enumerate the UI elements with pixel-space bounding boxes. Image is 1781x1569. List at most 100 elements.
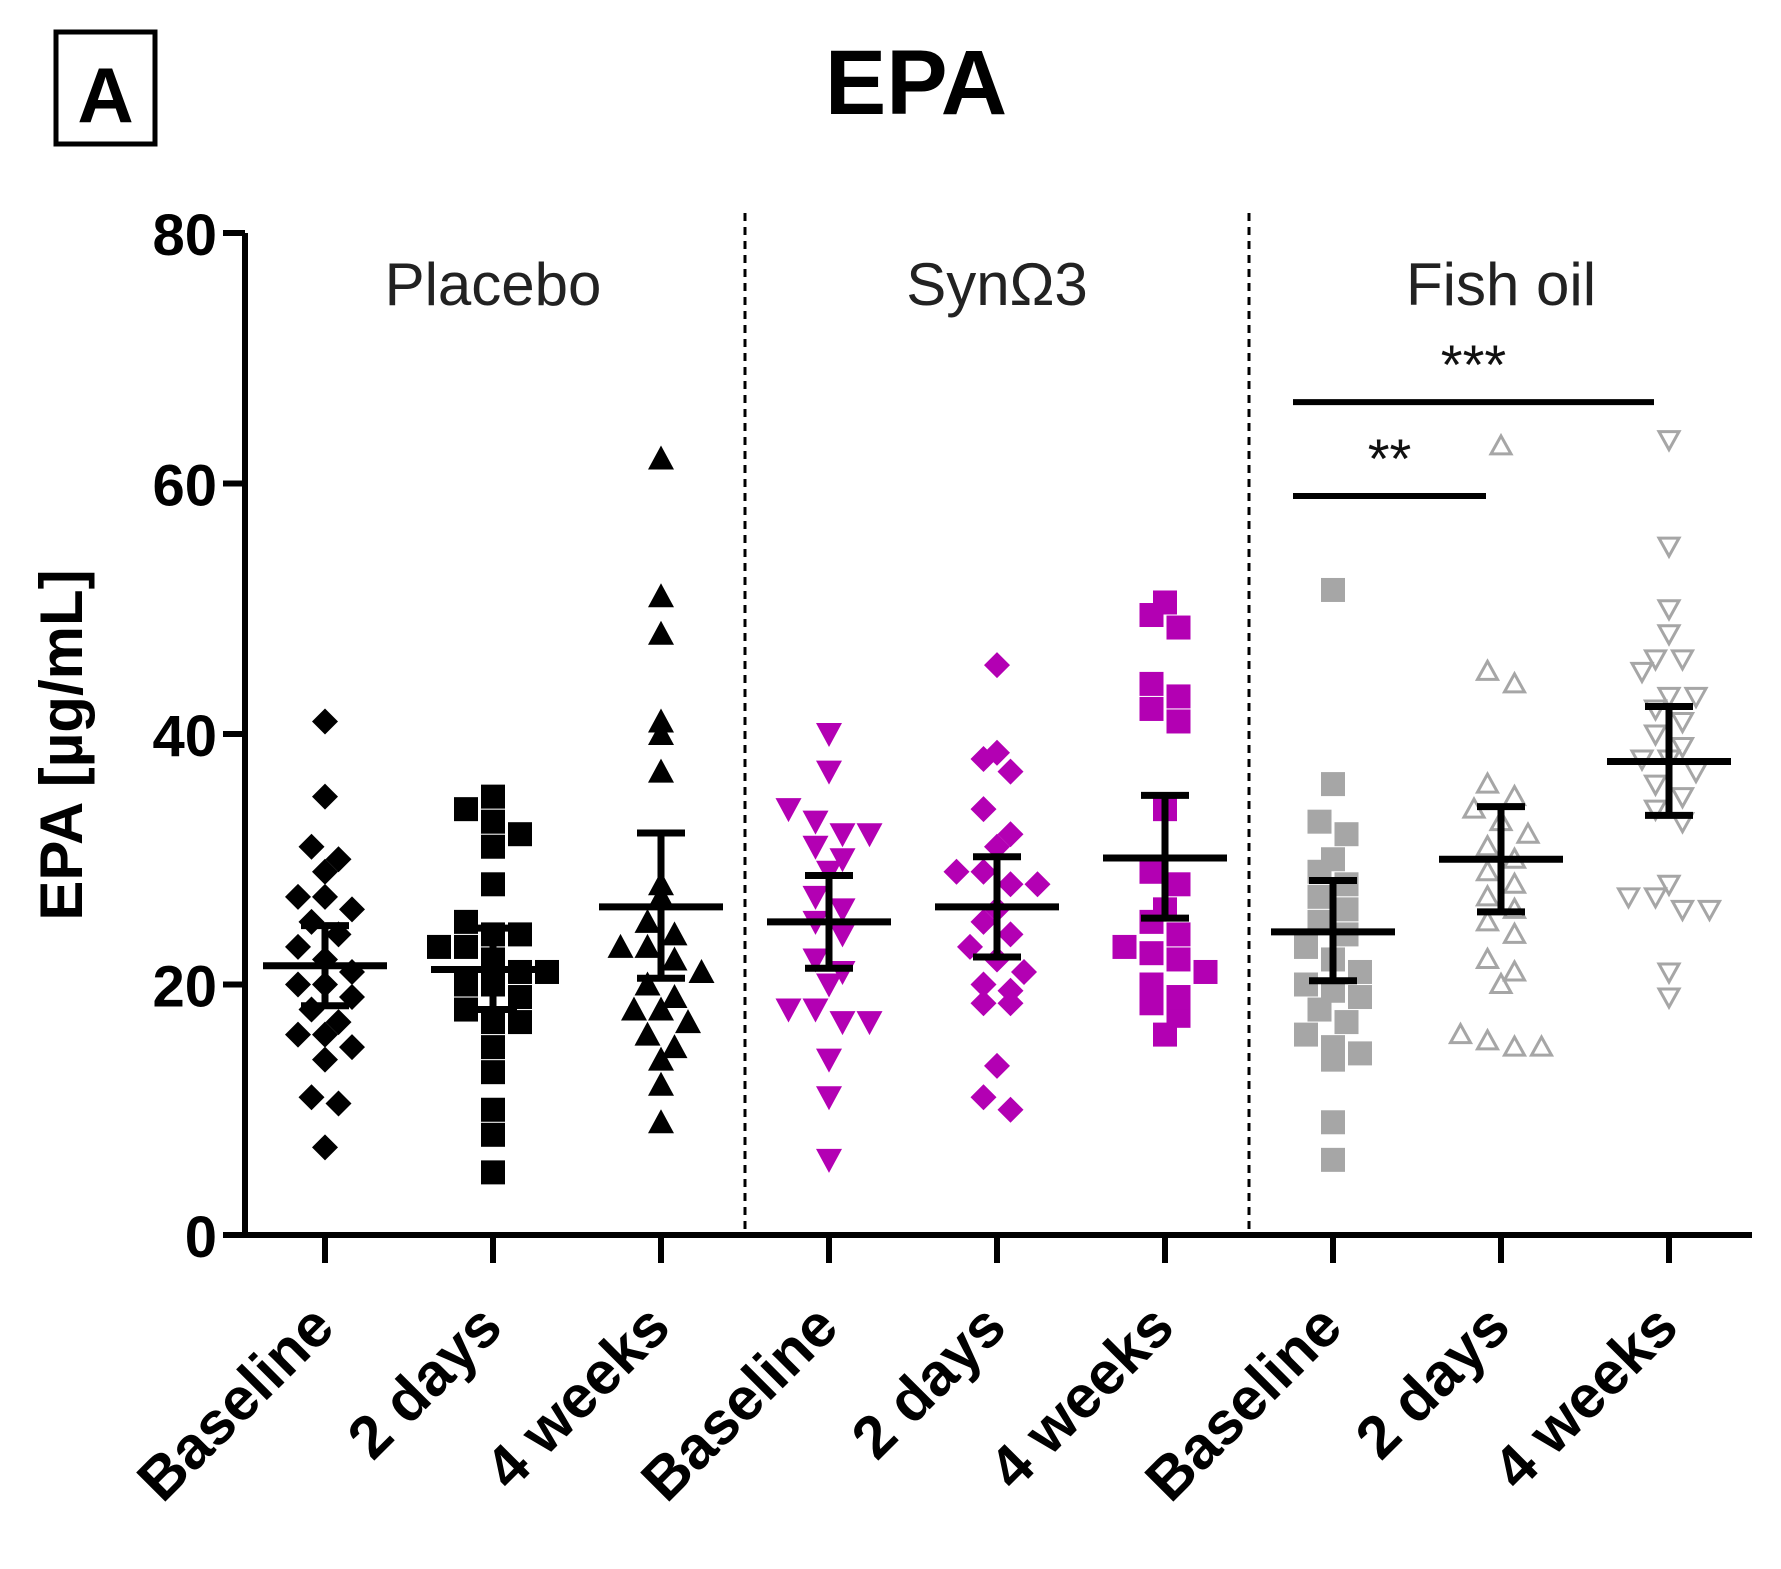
data-point <box>621 996 647 1021</box>
data-point <box>1166 947 1191 972</box>
series <box>1103 590 1227 1047</box>
data-point <box>634 933 661 958</box>
data-point <box>1501 1034 1528 1057</box>
data-point <box>802 998 829 1023</box>
data-point <box>1024 871 1051 898</box>
x-tick-label: Baseline <box>124 1292 346 1514</box>
data-point <box>1642 799 1669 823</box>
data-point <box>481 1097 505 1122</box>
data-point <box>339 1034 365 1061</box>
data-point <box>1166 985 1191 1010</box>
data-point <box>1166 922 1191 947</box>
data-point <box>1321 577 1345 602</box>
data-point <box>661 984 688 1009</box>
data-point <box>984 833 1010 860</box>
data-point <box>312 883 338 910</box>
data-point <box>1334 1010 1359 1035</box>
data-point <box>1656 536 1682 560</box>
data-point <box>802 948 829 973</box>
y-tick-label: 0 <box>185 1205 217 1270</box>
data-point <box>1139 972 1164 997</box>
data-point <box>970 858 997 885</box>
data-point <box>675 1009 701 1034</box>
data-point <box>829 848 856 873</box>
data-point <box>1501 958 1528 982</box>
data-point <box>325 846 352 873</box>
series <box>599 445 723 1134</box>
data-point <box>1112 934 1137 959</box>
data-point <box>648 1109 674 1134</box>
data-point <box>1669 649 1696 672</box>
data-point <box>1321 772 1345 797</box>
data-point <box>1474 908 1501 932</box>
data-point <box>1474 858 1501 882</box>
data-point <box>1334 872 1359 897</box>
data-point <box>298 833 325 860</box>
data-point <box>1656 599 1682 622</box>
data-point <box>1656 430 1682 453</box>
data-point <box>1166 872 1191 897</box>
data-point <box>661 1034 688 1059</box>
data-point <box>427 934 451 959</box>
data-point <box>325 1090 352 1117</box>
data-point <box>1488 971 1514 994</box>
data-point <box>943 858 970 885</box>
data-point <box>816 1048 842 1073</box>
data-point <box>298 908 325 935</box>
data-point <box>325 1009 352 1036</box>
data-point <box>454 797 478 822</box>
data-point <box>1294 1022 1318 1047</box>
data-point <box>481 809 505 834</box>
data-point <box>634 908 661 933</box>
data-point <box>661 946 688 971</box>
data-point <box>1501 871 1528 894</box>
data-point <box>997 921 1024 948</box>
data-point <box>829 1011 856 1036</box>
data-point <box>1642 887 1669 910</box>
data-point <box>481 872 505 897</box>
y-axis-label: EPA [µg/mL] <box>28 569 95 920</box>
data-point <box>634 971 661 996</box>
data-point <box>984 1052 1010 1079</box>
data-point <box>481 1160 505 1185</box>
data-point <box>648 583 674 608</box>
group-label: SynΩ3 <box>906 251 1088 318</box>
data-point <box>829 823 856 848</box>
data-point <box>312 1134 338 1161</box>
data-point <box>1307 884 1332 909</box>
data-point <box>481 1122 505 1147</box>
data-point <box>984 739 1010 766</box>
data-point <box>1321 1110 1345 1135</box>
data-point <box>970 908 997 935</box>
data-point <box>1474 771 1501 794</box>
y-tick-label: 40 <box>152 704 217 769</box>
data-point <box>816 973 842 998</box>
series <box>1439 432 1563 1057</box>
series <box>263 708 387 1161</box>
data-point <box>1447 1021 1474 1045</box>
data-point <box>607 933 634 958</box>
data-point <box>970 1084 997 1111</box>
series <box>935 652 1059 1123</box>
data-point <box>829 898 856 923</box>
data-point <box>1321 847 1345 872</box>
data-point <box>1501 670 1528 694</box>
data-point <box>1166 684 1191 709</box>
x-tick-label: 4 weeks <box>1480 1292 1690 1502</box>
data-point <box>454 972 478 997</box>
data-point <box>802 835 829 860</box>
series <box>767 723 891 1173</box>
data-point <box>1501 896 1528 919</box>
data-point <box>648 1071 674 1096</box>
significance-label: *** <box>1441 333 1506 396</box>
data-point <box>1307 809 1332 834</box>
data-point <box>1642 649 1669 672</box>
data-point <box>285 933 311 960</box>
data-point <box>634 1021 661 1046</box>
data-point <box>816 723 842 747</box>
data-point <box>481 1035 505 1060</box>
data-point <box>1629 661 1655 685</box>
data-point <box>688 958 715 983</box>
data-point <box>997 821 1024 848</box>
